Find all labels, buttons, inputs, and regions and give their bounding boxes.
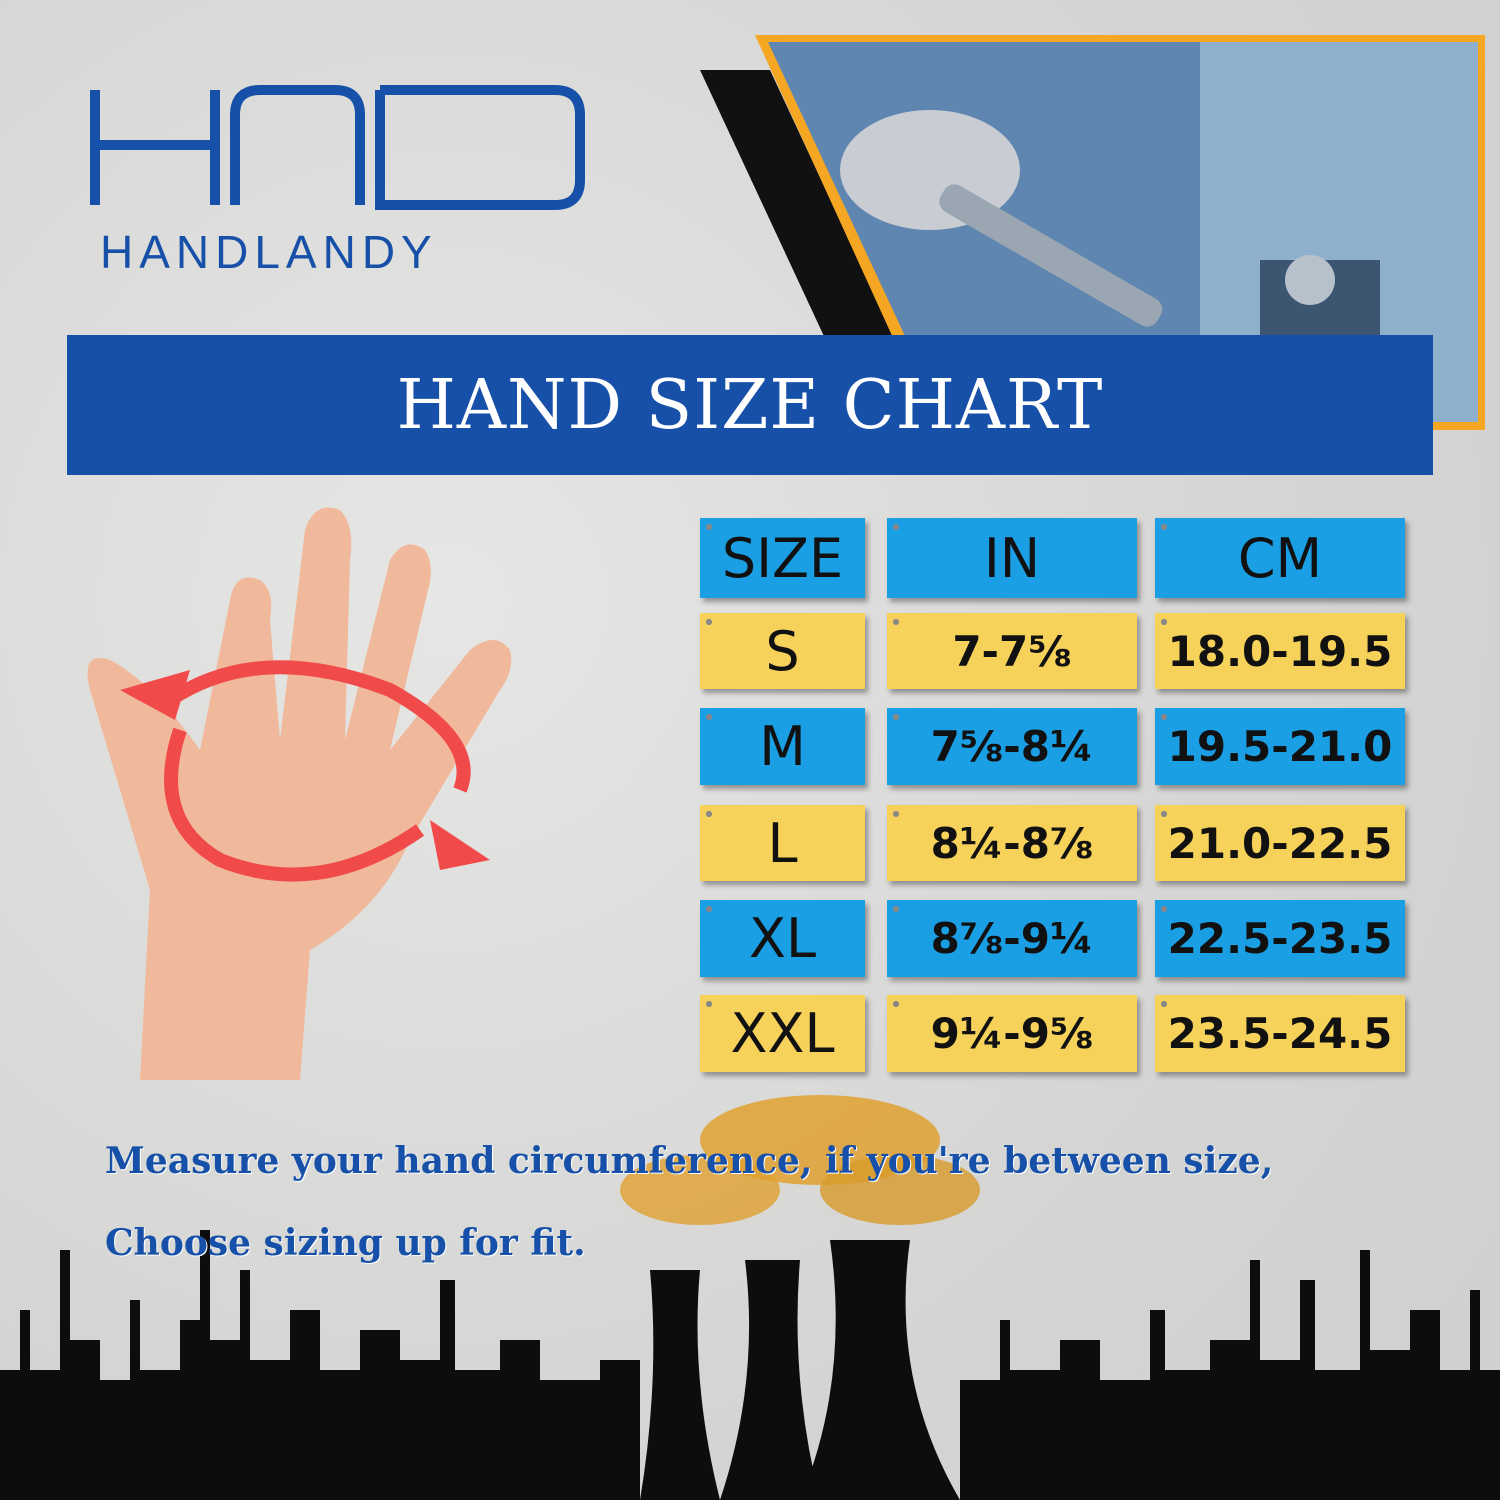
inch-cell: 7-7⅝: [887, 613, 1137, 689]
size-cell: M: [700, 708, 865, 785]
size-cell: S: [700, 613, 865, 689]
arrow-icon: [120, 670, 190, 720]
header-in: IN: [887, 518, 1137, 598]
cm-cell: 18.0-19.5: [1155, 613, 1405, 689]
inch-cell: 9¼-9⅝: [887, 995, 1137, 1072]
page-title: HAND SIZE CHART: [396, 365, 1104, 445]
size-cell: L: [700, 805, 865, 881]
inch-cell: 7⅝-8¼: [887, 708, 1137, 785]
industrial-skyline: [0, 1095, 1500, 1500]
inch-cell: 8⅞-9¼: [887, 900, 1137, 977]
logo-mark: [90, 85, 585, 210]
instruction-line-1: Measure your hand circumference, if you'…: [105, 1140, 1274, 1182]
cm-cell: 22.5-23.5: [1155, 900, 1405, 977]
header-cm: CM: [1155, 518, 1405, 598]
size-cell: XXL: [700, 995, 865, 1072]
hand-measure-illustration: [87, 507, 512, 1080]
cm-cell: 21.0-22.5: [1155, 805, 1405, 881]
title-banner: HAND SIZE CHART: [67, 335, 1433, 475]
size-cell: XL: [700, 900, 865, 977]
header-size: SIZE: [700, 518, 865, 598]
logo-text: HANDLANDY: [100, 226, 438, 278]
inch-cell: 8¼-8⅞: [887, 805, 1137, 881]
cm-cell: 23.5-24.5: [1155, 995, 1405, 1072]
cm-cell: 19.5-21.0: [1155, 708, 1405, 785]
instruction-line-2: Choose sizing up for fit.: [105, 1222, 586, 1264]
brand-logo: HANDLANDY: [85, 85, 595, 278]
arrow-icon: [430, 820, 490, 870]
